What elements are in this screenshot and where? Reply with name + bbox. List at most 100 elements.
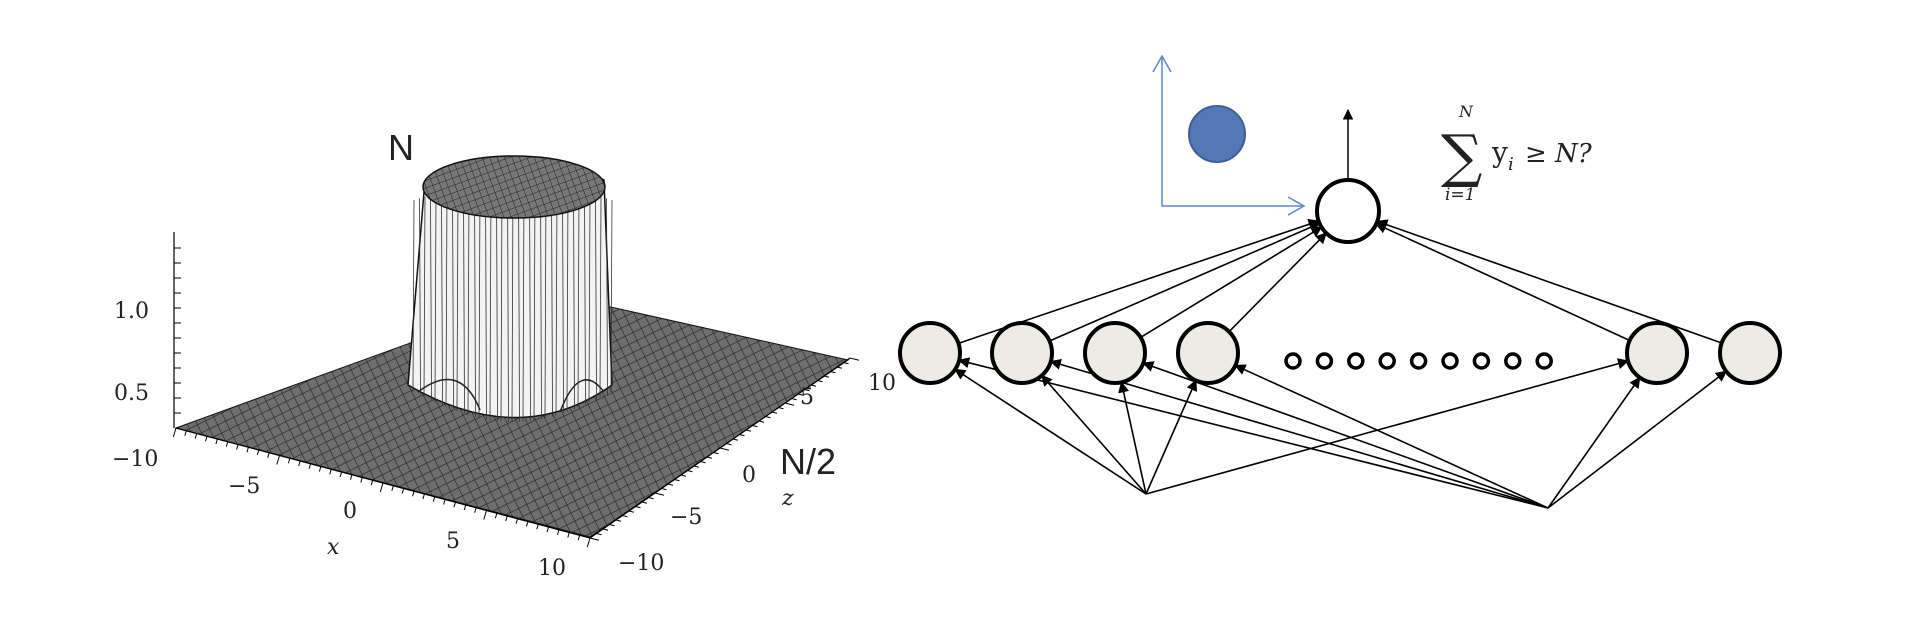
x-axis-tick [412,491,415,497]
z-axis-tick [615,519,622,522]
x-axis-tick [536,524,539,530]
inset-y-arrowhead [1152,54,1172,73]
output-node [1315,178,1381,244]
z-axis-tick [752,425,758,428]
z-axis-tick [778,407,784,410]
x-axis-tick [586,537,591,548]
z-tick-label-3: 0 [742,463,756,488]
x-axis-tick [360,477,363,483]
plateau-wall-line [419,198,421,395]
inset-x-arrowhead [1287,196,1306,216]
plateau-wall-line [434,193,437,403]
plateau-wall-line [599,196,602,398]
summand: y [1491,136,1508,169]
x-axis-tick [184,430,187,436]
plateau-wall-line [551,185,553,417]
z-axis-tick [635,506,641,509]
z-axis-tick [771,411,778,414]
x-axis-tick [205,436,208,442]
z-axis-tick [609,524,615,527]
sum-symbol: ∑ [1441,122,1482,190]
x-axis-tick [246,447,249,453]
z-axis-tick [661,488,667,491]
z-axis-tick [797,393,804,396]
x-axis-tick [463,504,467,511]
plateau-wall-line [577,190,580,408]
x-axis-tick [379,482,384,493]
input-to-hidden-edge [1118,381,1147,495]
x-axis-tick [432,496,436,502]
x-tick-label-4: 5 [446,529,460,554]
ellipsis-dot [1409,352,1428,370]
inset-axes [1152,54,1306,216]
plateau-wall-line [474,185,476,417]
z-axis-tick [713,452,719,455]
z-axis-ticks [589,357,860,541]
z-axis-tick [804,389,810,392]
plateau-wall-line [584,192,586,405]
inset-dot [1188,105,1246,163]
z-axis-tick [641,501,648,504]
ellipsis-dot [1315,352,1334,370]
z-axis-tick [823,375,830,378]
input-to-hidden-edge [1547,376,1641,509]
ellipsis-dot [1535,352,1553,370]
peak-label: N [388,127,414,168]
ellipsis-dot [1378,352,1396,370]
plateau-wall-line [489,183,492,421]
x-axis-tick [556,529,560,535]
plateau-wall-line [566,188,569,412]
output-condition: N ∑ i=1 y i ≥ N? [1441,102,1593,205]
sum-lower-limit: i=1 [1445,185,1476,205]
x-axis-tick [349,474,353,480]
ellipsis-dot [1441,352,1459,370]
x-axis-tick [276,455,280,465]
z-tick-label-1: −10 [618,551,664,576]
z-axis-tick [589,537,600,541]
plateau-wall-line [529,182,531,421]
network-diagram: N ∑ i=1 y i ≥ N? [898,54,1782,509]
plateau-wall-line [544,184,547,418]
input-to-hidden-edge [1145,379,1197,495]
x-axis-tick [483,510,487,520]
z-axis-title: z [781,486,794,511]
z-axis-tick [784,402,795,406]
x-axis-tick [215,438,218,445]
vertical-axis-ticks [174,247,181,414]
x-axis-tick [505,515,508,522]
z-axis-tick [843,362,849,365]
plateau-wall-line [441,192,443,405]
z-tick-label-5: 10 [868,371,896,396]
x-axis-tick [515,518,519,524]
plateau-wall-line [511,181,514,423]
x-axis-tick [391,485,394,491]
x-axis-tick [494,513,498,519]
network-connections [954,218,1728,509]
surface-plot: 1.0 0.5 x −10 −5 0 5 10 z −10 −5 0 5 10 … [112,127,896,581]
inset-axis-lines [1161,58,1302,207]
z-axis-tick [739,434,745,437]
plateau-top-mesh [422,155,606,219]
x-tick-label-1: −10 [112,447,158,472]
z-axis-tick [732,438,739,441]
hidden-to-output-edge [1140,226,1323,339]
x-axis-tick [287,458,291,464]
plateau-wall-line [478,184,481,418]
z-axis-tick [602,528,609,531]
x-axis-tick [298,460,301,467]
hidden-node [1625,321,1689,385]
x-axis-title: x [327,535,340,560]
z-axis-tick [830,371,836,374]
input-to-hidden-edge [954,368,1147,495]
vertical-tick-label-2: 0.5 [114,381,149,406]
vertical-tick-label-1: 1.0 [114,299,149,324]
hidden-node [1718,321,1782,385]
hidden-to-output-edge [1228,232,1328,333]
x-axis-tick [236,444,239,450]
plateau-wall-line [467,186,470,415]
plateau-wall-line [445,190,448,408]
plateau-wall-line [606,198,608,395]
plateau-wall-line [500,182,503,422]
plateau-wall-mesh [412,181,613,423]
z-axis-tick [836,366,843,369]
